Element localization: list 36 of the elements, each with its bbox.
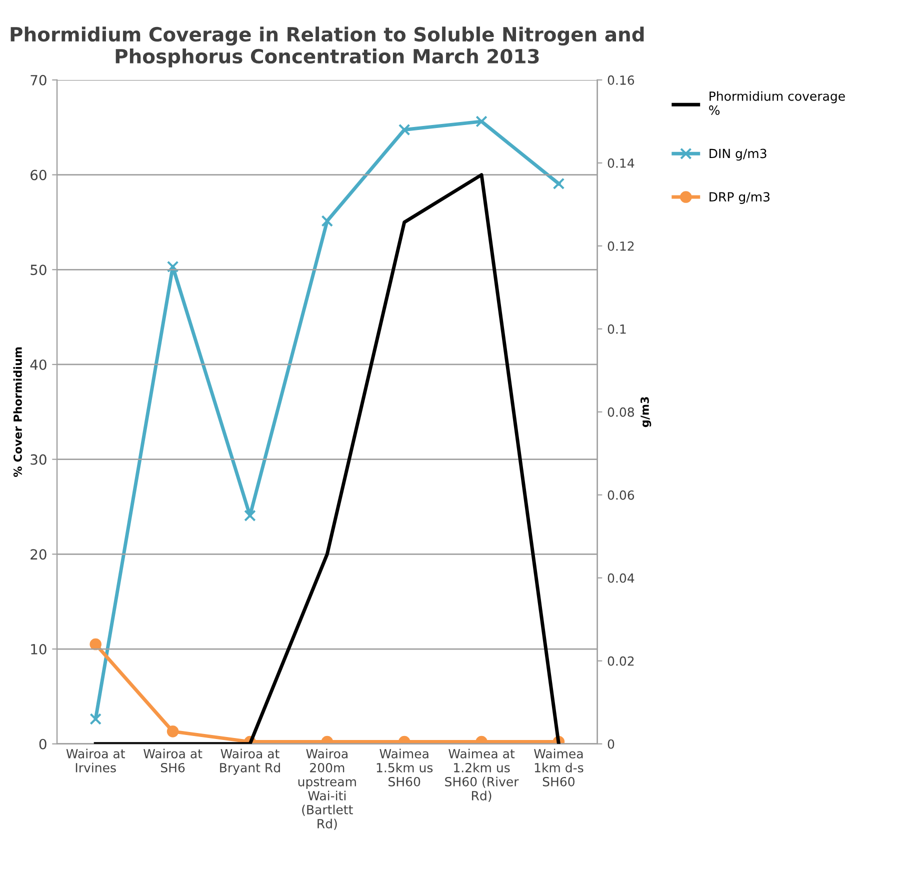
y-tick-label: 30 (30, 454, 46, 465)
point (398, 124, 410, 136)
y2-tick-label: 0.04 (608, 573, 634, 583)
y2-tick-label: 0.08 (608, 407, 634, 417)
chart-title: Phormidium Coverage in Relation to Soluble Nitrogen and Phosphorus Concentration March 2013 (10, 26, 644, 68)
point (321, 215, 334, 227)
y2-tick-label: 0.1 (608, 324, 626, 334)
y2-tick-label: 0 (608, 739, 614, 749)
legend-label: DRP g/m3 (710, 192, 770, 204)
legend-label: DIN g/m3 (710, 148, 766, 161)
point (244, 510, 256, 522)
y-axis-title: % Cover Phormidium (13, 347, 22, 477)
x-tick-label: Wairoa 200m upstream Wai-iti (Bartlett Rd) (298, 748, 356, 830)
point (166, 260, 179, 273)
y-tick-label: 10 (31, 644, 46, 654)
y2-tick-label: 0.14 (608, 158, 634, 168)
x-tick-label: Wairoa at Bryant Rd (220, 748, 280, 775)
y-tick-label: 20 (30, 549, 46, 560)
y2-tick-label: 0.16 (608, 75, 634, 85)
x-tick-label: Wairoa at Irvines (66, 748, 126, 772)
point (476, 116, 488, 128)
y-tick-label: 50 (30, 264, 46, 276)
y-tick-label: 40 (30, 359, 46, 370)
y-tick-label: 70 (30, 74, 46, 86)
x-tick-label: Waimea at 1.2km us SH60 (River Rd) (445, 748, 519, 802)
x-tick-label: Waimea 1km d-s SH60 (534, 748, 584, 786)
legend-label: Phormidium coverage % (709, 91, 845, 115)
y2-tick-label: 0.12 (608, 241, 634, 251)
x-tick-label: Waimea 1.5km us SH60 (376, 748, 433, 786)
x-tick-label: Wairoa at SH6 (144, 748, 202, 772)
point (552, 178, 565, 190)
y2-tick-label: 0.06 (608, 490, 634, 500)
y2-axis-title: g/m3 (640, 397, 652, 428)
y2-tick-label: 0.02 (608, 656, 634, 666)
y-tick-label: 0 (39, 738, 46, 750)
y-tick-label: 60 (30, 170, 46, 180)
